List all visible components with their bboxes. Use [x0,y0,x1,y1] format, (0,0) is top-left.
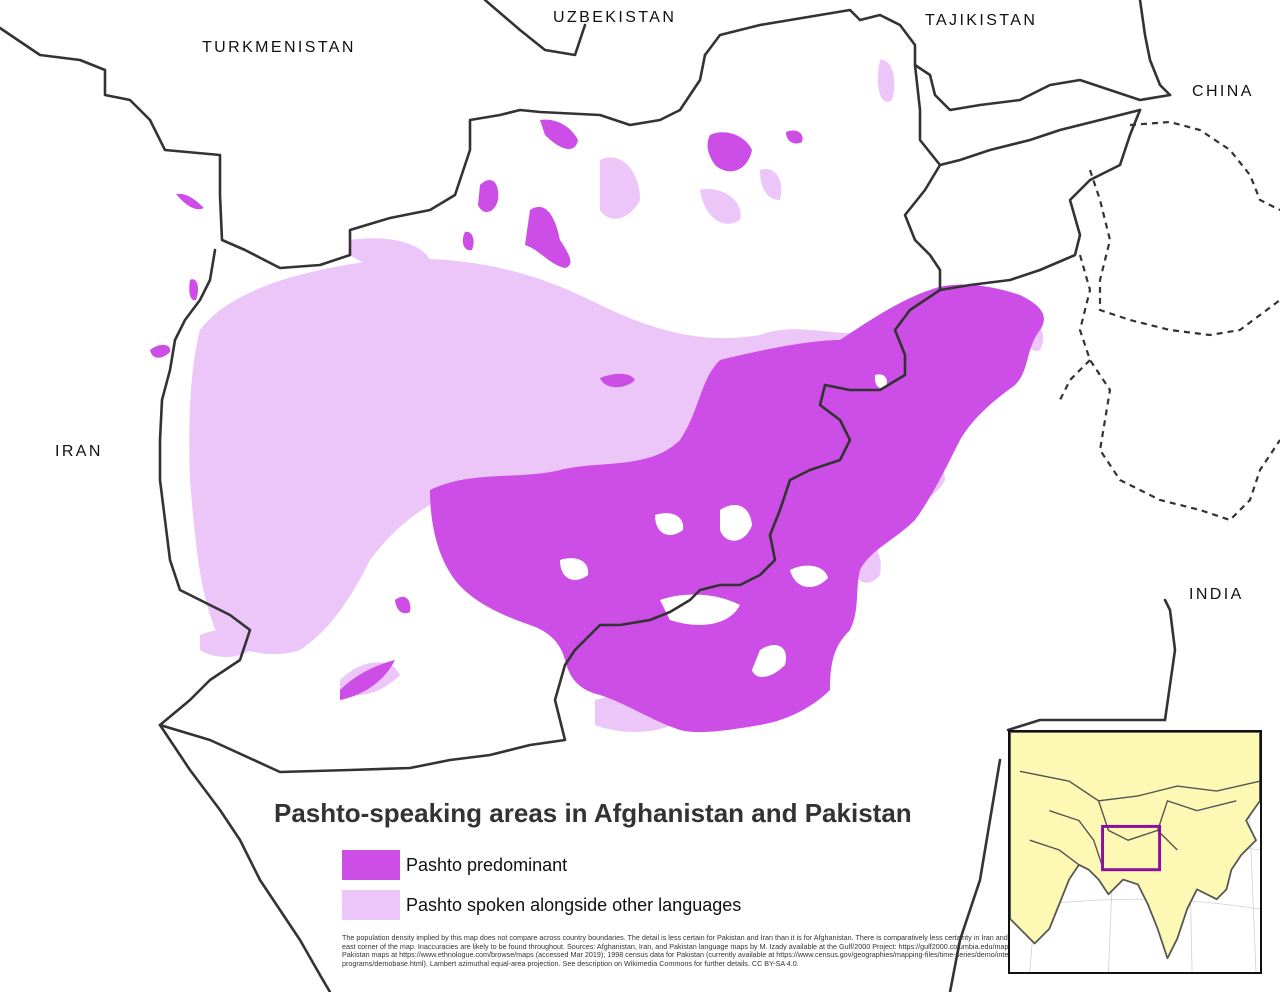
label-india: INDIA [1189,586,1244,603]
map-title: Pashto-speaking areas in Afghanistan and… [274,798,912,828]
label-turkmenistan: TURKMENISTAN [202,39,356,56]
credits-text: The population density implied by this m… [342,933,1050,968]
inset-svg [1010,732,1260,972]
label-tajikistan: TAJIKISTAN [925,12,1038,29]
international-borders [0,0,1177,992]
inset-borders [1019,770,1260,870]
legend-item-alongside: Pashto spoken alongside other languages [342,890,741,920]
label-uzbekistan: UZBEKISTAN [553,9,677,26]
non-pashto-pockets [560,374,887,677]
legend-swatch-predominant [342,850,400,880]
label-china: CHINA [1192,83,1254,100]
legend-label-alongside: Pashto spoken alongside other languages [406,894,742,915]
legend-label-predominant: Pashto predominant [406,854,568,875]
inset-highlight-box [1101,824,1162,872]
legend-swatch-alongside [342,890,400,920]
legend-item-predominant: Pashto predominant [342,850,567,880]
label-iran: IRAN [55,443,103,460]
locator-inset-map [1008,730,1262,974]
disputed-borders [1059,120,1280,522]
